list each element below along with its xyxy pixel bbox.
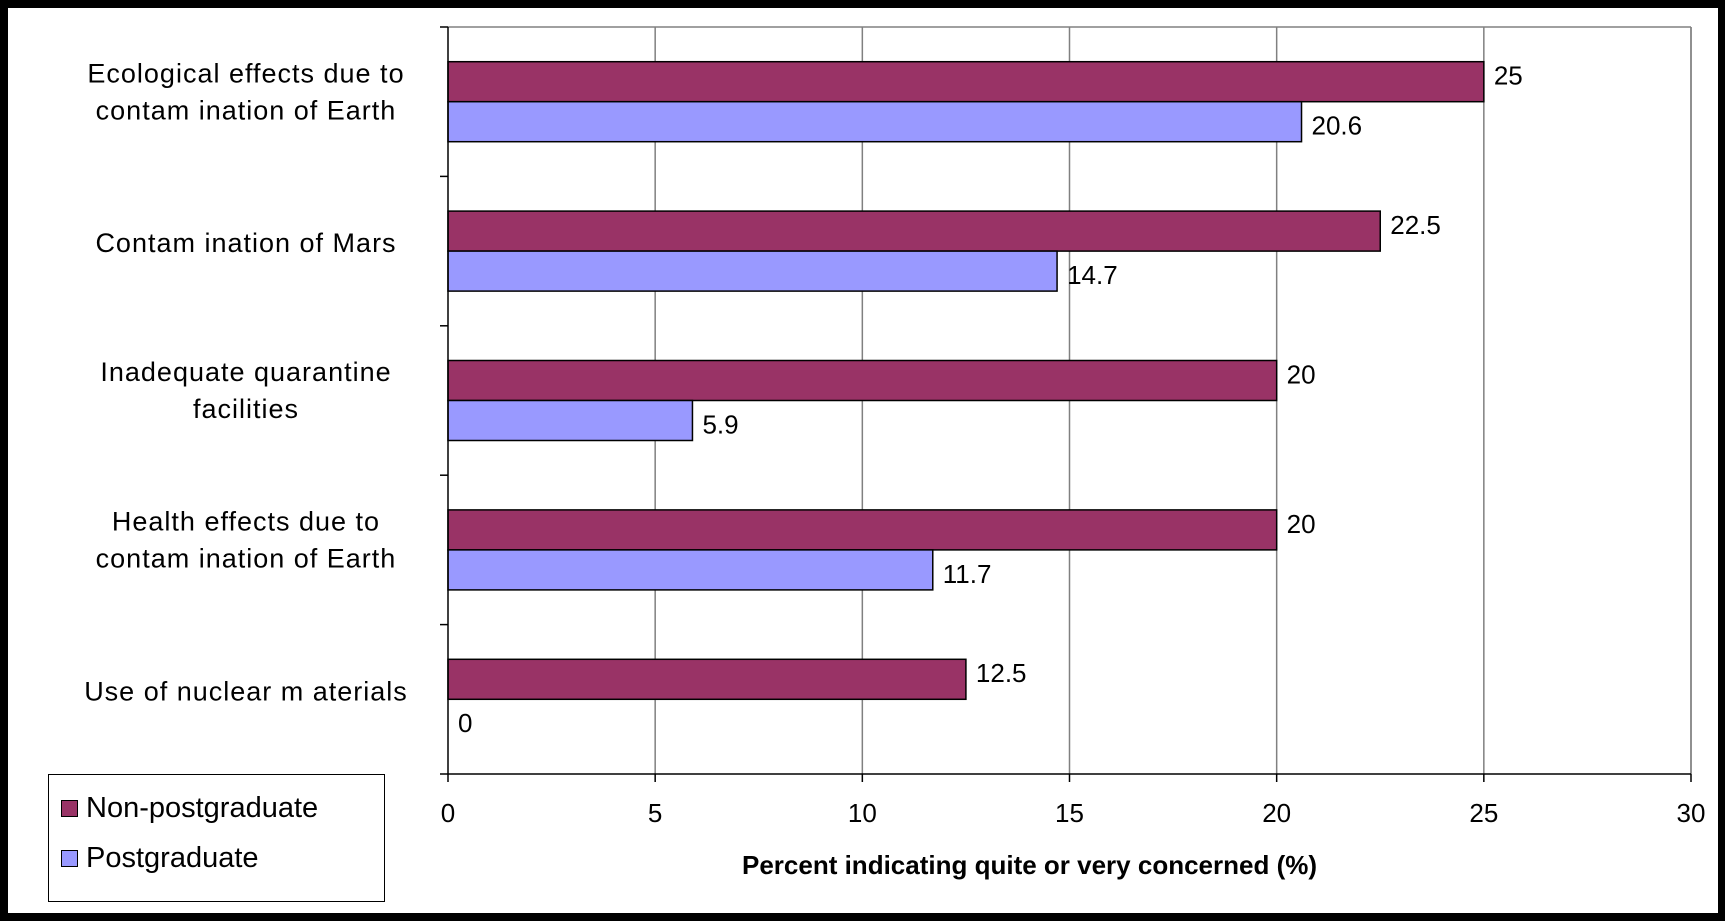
labels: 0 5 10 15 20 25 30 25 20.6 Ecological effects due…: [84, 58, 1705, 828]
category-label-line: contam ination of Earth: [96, 544, 397, 574]
legend: Non-postgraduate Postgraduate: [48, 774, 385, 902]
x-tick-label: 5: [648, 798, 662, 828]
category-label-line: contam ination of Earth: [96, 95, 397, 125]
bar-chart: 0 5 10 15 20 25 30 25 20.6 Ecological effects due…: [84, 26, 1705, 880]
x-tick-label: 30: [1677, 798, 1706, 828]
data-label-series-2-category-2: 14.7: [1067, 260, 1118, 290]
data-label-series-2-category-4: 11.7: [943, 559, 992, 589]
x-tick-label: 25: [1469, 798, 1498, 828]
category-label-4: Health effects due to contam ination of E…: [96, 507, 397, 574]
category-label-1: Ecological effects due to contam ination …: [87, 58, 404, 125]
data-label-series-1-category-4: 20: [1287, 509, 1316, 539]
axes: [440, 26, 1692, 782]
bar-series-1-category-2: [447, 210, 1381, 252]
bar-series-2-category-1: [447, 100, 1303, 143]
category-label-3: Inadequate quarantine facilities: [100, 357, 391, 424]
legend-label-series-2: Postgraduate: [86, 841, 259, 874]
x-tick-label: 15: [1055, 798, 1084, 828]
data-label-series-1-category-1: 25: [1494, 61, 1523, 91]
bar-series-1-category-5: [447, 658, 967, 701]
x-tick-label: 20: [1262, 798, 1291, 828]
bar-series-2-category-2: [447, 250, 1058, 292]
data-label-series-2-category-1: 20.6: [1312, 111, 1363, 141]
data-label-series-2-category-3: 5.9: [702, 409, 738, 439]
category-label-line: Health effects due to: [112, 507, 380, 537]
legend-item-series-1: Non-postgraduate: [61, 791, 318, 825]
bar-series-2-category-4: [447, 549, 934, 591]
data-label-series-1-category-3: 20: [1287, 359, 1316, 389]
category-label-line: Ecological effects due to: [87, 58, 404, 88]
category-label-line: Use of nuclear m aterials: [84, 676, 408, 706]
bar-series-1-category-1: [447, 60, 1485, 103]
bar-series-1-category-3: [447, 359, 1278, 402]
legend-label-series-1: Non-postgraduate: [86, 791, 319, 824]
legend-swatch-series-2: [61, 849, 78, 867]
legend-item-series-2: Postgraduate: [61, 841, 259, 875]
x-tick-label: 0: [441, 798, 455, 828]
bar-series-2-category-3: [447, 399, 694, 442]
data-label-series-1-category-5: 12.5: [976, 658, 1027, 688]
category-label-line: facilities: [193, 394, 299, 424]
bars: [447, 60, 1485, 701]
data-label-series-2-category-5: 0: [458, 708, 472, 738]
chart-frame: 0 5 10 15 20 25 30 25 20.6 Ecological effects due…: [8, 8, 1718, 913]
x-tick-label: 10: [848, 798, 877, 828]
legend-swatch-series-1: [61, 799, 78, 817]
category-label-5: Use of nuclear m aterials: [84, 676, 408, 706]
x-axis-title: Percent indicating quite or very concern…: [742, 850, 1317, 880]
category-label-line: Contam ination of Mars: [95, 228, 396, 258]
data-label-series-1-category-2: 22.5: [1390, 210, 1441, 240]
category-label-2: Contam ination of Mars: [95, 228, 396, 258]
category-label-line: Inadequate quarantine: [100, 357, 391, 387]
bar-series-1-category-4: [447, 509, 1278, 551]
